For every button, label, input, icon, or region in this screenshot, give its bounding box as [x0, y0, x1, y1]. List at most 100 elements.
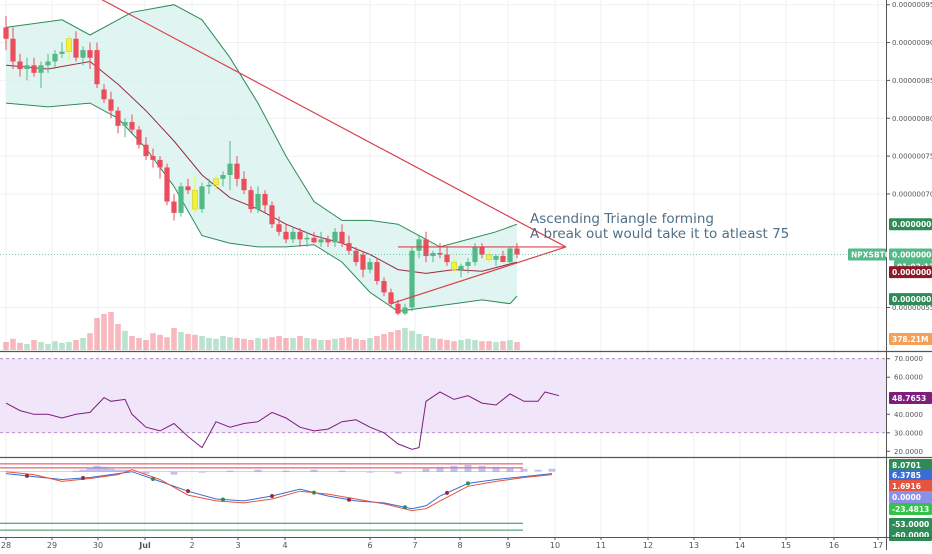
candle-body[interactable] — [269, 205, 275, 225]
candles[interactable] — [3, 16, 520, 316]
candle-body[interactable] — [66, 38, 72, 52]
candle-body[interactable] — [332, 231, 338, 243]
candle-body[interactable] — [367, 262, 373, 270]
volume-bar — [458, 340, 464, 350]
candle-body[interactable] — [17, 61, 23, 70]
volume-bar — [108, 312, 114, 350]
candle-body[interactable] — [10, 38, 16, 62]
macd-axis-tag-bg — [889, 503, 932, 515]
candle-body[interactable] — [24, 65, 30, 70]
candle-body[interactable] — [241, 178, 247, 191]
candle-body[interactable] — [311, 237, 317, 243]
candle-body[interactable] — [304, 237, 310, 240]
candle-body[interactable] — [318, 239, 324, 243]
volume-bar — [143, 340, 149, 350]
candle-body[interactable] — [248, 190, 254, 210]
candle-body[interactable] — [171, 201, 177, 213]
candle-body[interactable] — [199, 186, 205, 210]
volume-bar — [220, 336, 226, 350]
candle-body[interactable] — [276, 224, 282, 232]
candle-body[interactable] — [157, 159, 163, 168]
candle-body[interactable] — [409, 250, 415, 308]
candle-body[interactable] — [213, 178, 219, 186]
candle-body[interactable] — [297, 231, 303, 240]
candle-body[interactable] — [115, 110, 121, 126]
candle-body[interactable] — [220, 175, 226, 179]
candle-body[interactable] — [108, 99, 114, 111]
macd-cross-dot — [81, 476, 85, 481]
candle-body[interactable] — [402, 307, 408, 314]
candle-body[interactable] — [227, 163, 233, 176]
volume-bar — [192, 334, 198, 350]
candle-body[interactable] — [31, 65, 37, 73]
trendline[interactable] — [83, 0, 567, 248]
candle-body[interactable] — [283, 231, 289, 240]
candle-body[interactable] — [80, 50, 86, 58]
candle-body[interactable] — [122, 122, 128, 126]
candle-body[interactable] — [164, 167, 170, 202]
candle-body[interactable] — [388, 292, 394, 304]
time-tick-label: 6 — [367, 541, 372, 550]
macd-histogram-bar — [422, 468, 430, 472]
volume-bar — [262, 338, 268, 350]
candle-body[interactable] — [45, 61, 51, 66]
candle-body[interactable] — [325, 239, 331, 243]
candle-body[interactable] — [416, 239, 422, 251]
candle-body[interactable] — [374, 262, 380, 282]
candle-body[interactable] — [514, 248, 520, 255]
macd-axis-tag-bg — [889, 518, 932, 530]
candle-body[interactable] — [94, 50, 100, 85]
rsi-tick-label: 60.0000 — [894, 374, 923, 382]
candle-body[interactable] — [465, 262, 471, 266]
candle-body[interactable] — [444, 254, 450, 263]
volume-bar — [283, 338, 289, 350]
candle-body[interactable] — [129, 122, 135, 130]
volume-bar — [10, 338, 16, 350]
candle-body[interactable] — [59, 51, 65, 54]
candle-body[interactable] — [143, 144, 149, 157]
trendlines[interactable] — [0, 0, 886, 305]
candle-body[interactable] — [479, 246, 485, 255]
candle-body[interactable] — [500, 256, 506, 263]
candle-body[interactable] — [458, 265, 464, 270]
candle-body[interactable] — [38, 65, 44, 73]
candle-body[interactable] — [437, 252, 443, 255]
trendline[interactable] — [390, 246, 567, 305]
candle-body[interactable] — [101, 89, 107, 100]
volume-bar — [157, 334, 163, 350]
candle-body[interactable] — [493, 256, 499, 260]
candle-body[interactable] — [192, 189, 198, 210]
macd-histogram-bar — [366, 471, 374, 473]
candle-body[interactable] — [423, 239, 429, 257]
candle-body[interactable] — [339, 231, 345, 244]
volume-bar — [514, 342, 520, 350]
candle-body[interactable] — [451, 261, 457, 270]
candle-body[interactable] — [87, 50, 93, 58]
candle-body[interactable] — [381, 281, 387, 293]
macd-cross-dot — [151, 476, 155, 481]
candle-body[interactable] — [353, 250, 359, 263]
candle-body[interactable] — [395, 303, 401, 314]
candle-body[interactable] — [136, 129, 142, 145]
candle-body[interactable] — [206, 184, 212, 187]
candle-body[interactable] — [185, 186, 191, 191]
candle-body[interactable] — [234, 163, 240, 179]
price-axis[interactable]: 0.00000095 0.00000090 0.00000085 0.00000080… — [848, 0, 932, 550]
candle-body[interactable] — [52, 53, 58, 62]
candle-body[interactable] — [150, 156, 156, 160]
candle-body[interactable] — [486, 254, 492, 261]
candle-body[interactable] — [3, 27, 9, 39]
time-axis[interactable]: 28 29 30 Jul 2 3 4 6 7 8 9 10 11 12 13 14 15 16 17 — [0, 537, 932, 550]
candle-body[interactable] — [290, 231, 296, 240]
candle-body[interactable] — [262, 193, 268, 206]
candle-body[interactable] — [360, 254, 366, 270]
volume-bar — [164, 337, 170, 350]
candle-body[interactable] — [255, 193, 261, 210]
candle-body[interactable] — [178, 186, 184, 213]
candle-body[interactable] — [346, 243, 352, 251]
candle-body[interactable] — [507, 248, 513, 263]
price-tick-label: 0.00000085 — [892, 77, 932, 85]
candle-body[interactable] — [73, 38, 79, 58]
